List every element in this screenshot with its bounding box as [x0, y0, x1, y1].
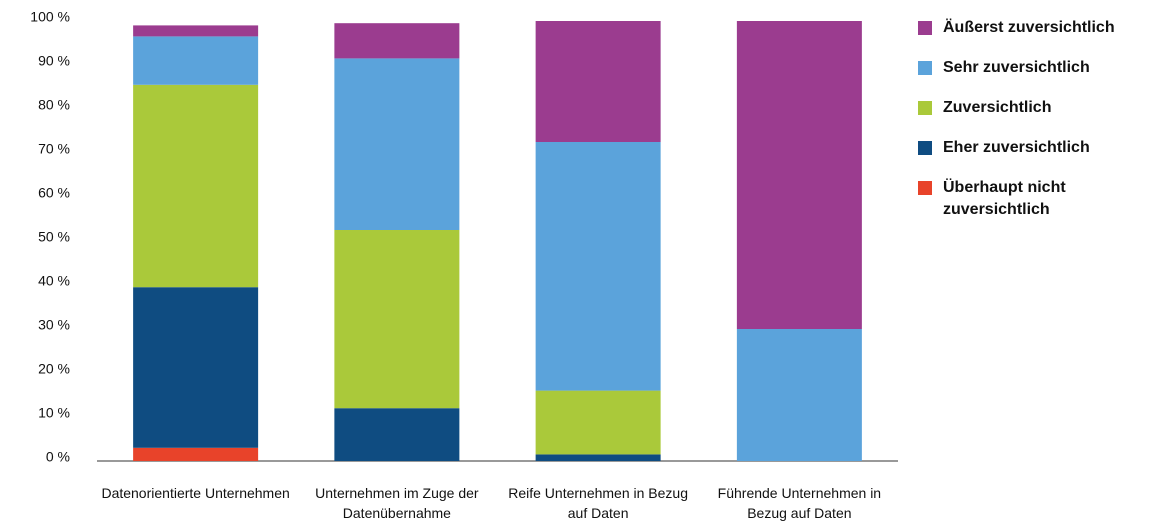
legend-swatch: [918, 181, 932, 195]
y-tick-label: 60 %: [38, 185, 70, 201]
bar-segment: [334, 23, 460, 59]
y-tick-label: 100 %: [30, 9, 70, 25]
legend-swatch: [918, 141, 932, 155]
x-tick-label: Reife Unternehmen in Bezug auf Daten: [508, 485, 689, 521]
legend-label: Überhaupt nicht zuversichtlich: [943, 179, 1066, 218]
bar-segment: [736, 21, 862, 329]
bar-segment: [736, 329, 862, 461]
bar-segment: [133, 25, 259, 37]
x-tick-label: Führende Unternehmen in Bezug auf Daten: [717, 485, 882, 521]
y-tick-label: 90 %: [38, 53, 70, 69]
bar-segment: [535, 390, 661, 455]
x-tick-label: Datenorientierte Unternehmen: [101, 485, 290, 501]
bar-segment: [535, 21, 661, 142]
y-tick-label: 30 %: [38, 317, 70, 333]
legend-label: Zuversichtlich: [943, 99, 1052, 116]
bar-segment: [334, 230, 460, 409]
bar-segment: [334, 58, 460, 231]
legend-label: Eher zuversichtlich: [943, 139, 1090, 156]
y-tick-label: 10 %: [38, 405, 70, 421]
bar-segment: [133, 287, 259, 448]
y-tick-label: 80 %: [38, 97, 70, 113]
y-tick-label: 20 %: [38, 361, 70, 377]
legend-label: Sehr zuversichtlich: [943, 59, 1090, 76]
bar-segment: [133, 447, 259, 461]
legend-label: Äußerst zuversichtlich: [943, 19, 1115, 36]
bar-segment: [334, 408, 460, 461]
x-tick-label: Unternehmen im Zuge der Datenübernahme: [315, 485, 479, 521]
y-tick-label: 50 %: [38, 229, 70, 245]
bar-segment: [535, 142, 661, 391]
bar-segment: [133, 36, 259, 85]
y-tick-label: 40 %: [38, 273, 70, 289]
bar-segment: [133, 84, 259, 288]
y-tick-label: 0 %: [46, 449, 70, 465]
legend-swatch: [918, 61, 932, 75]
legend-swatch: [918, 101, 932, 115]
y-tick-label: 70 %: [38, 141, 70, 157]
bar-segment: [535, 454, 661, 461]
legend-swatch: [918, 21, 932, 35]
